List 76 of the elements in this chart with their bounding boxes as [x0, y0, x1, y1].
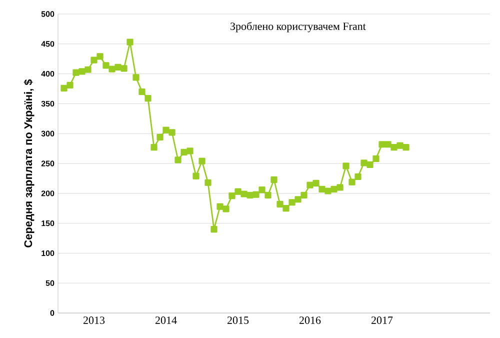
point	[222, 206, 230, 212]
point	[396, 142, 404, 149]
point	[192, 172, 200, 180]
point	[150, 144, 158, 151]
point	[306, 182, 314, 188]
y-tick-label: 250	[41, 160, 54, 166]
point	[276, 200, 284, 208]
x-tick-label: 2014	[155, 316, 177, 324]
y-tick-label: 100	[42, 250, 54, 256]
point	[240, 190, 248, 198]
y-tick-label: 50	[46, 280, 54, 286]
point	[258, 186, 266, 194]
point	[360, 160, 368, 166]
annotation: Зроблено користувачем Frant	[230, 22, 366, 32]
point	[252, 191, 260, 198]
point	[264, 192, 272, 198]
y-tick-label: 350	[41, 100, 54, 107]
point	[168, 129, 176, 136]
y-tick-label: 300	[41, 130, 54, 136]
point	[204, 179, 212, 186]
point	[402, 144, 410, 151]
point	[138, 88, 146, 96]
point	[366, 161, 374, 168]
point	[300, 192, 308, 198]
y-tick-label: 0	[50, 310, 54, 316]
x-tick-label: 2017	[371, 316, 393, 324]
point	[186, 148, 194, 154]
point	[144, 95, 152, 102]
x-tick-label: 2015	[227, 316, 249, 324]
x-tick-label: 2013	[83, 316, 105, 324]
point	[102, 62, 110, 69]
point	[108, 66, 116, 72]
point	[342, 162, 350, 170]
point	[294, 196, 302, 203]
point	[78, 68, 86, 75]
y-tick-label: 400	[41, 70, 54, 77]
point	[66, 82, 74, 88]
y-tick-label: 450	[41, 41, 54, 47]
point	[378, 141, 386, 148]
point	[270, 176, 278, 183]
point	[282, 205, 290, 212]
y-tick-label: 200	[41, 190, 54, 196]
point	[174, 156, 182, 164]
point	[156, 134, 164, 140]
point	[348, 178, 356, 186]
point	[72, 69, 80, 76]
point	[384, 141, 392, 148]
point	[246, 192, 254, 198]
y-axis-title: Середня зарплата по Україні, $	[24, 79, 34, 248]
point	[288, 199, 296, 206]
point	[312, 180, 320, 187]
point	[180, 148, 188, 156]
point	[162, 126, 170, 134]
point	[324, 188, 332, 194]
point	[210, 226, 218, 233]
point	[96, 53, 104, 60]
point	[132, 74, 140, 81]
point	[198, 158, 206, 164]
point	[90, 56, 98, 64]
point	[60, 84, 68, 92]
point	[216, 203, 224, 210]
point	[84, 66, 92, 73]
point	[336, 184, 344, 191]
y-tick-label: 150	[42, 220, 54, 226]
point	[372, 155, 380, 162]
point	[126, 38, 134, 46]
y-tick-label: 500	[41, 11, 54, 17]
point	[120, 65, 128, 72]
point	[234, 188, 242, 195]
point	[318, 186, 326, 193]
point	[228, 192, 236, 200]
point	[114, 64, 122, 71]
point	[330, 186, 338, 193]
x-tick-label: 2016	[299, 316, 321, 324]
point	[390, 144, 398, 151]
point	[354, 173, 362, 180]
